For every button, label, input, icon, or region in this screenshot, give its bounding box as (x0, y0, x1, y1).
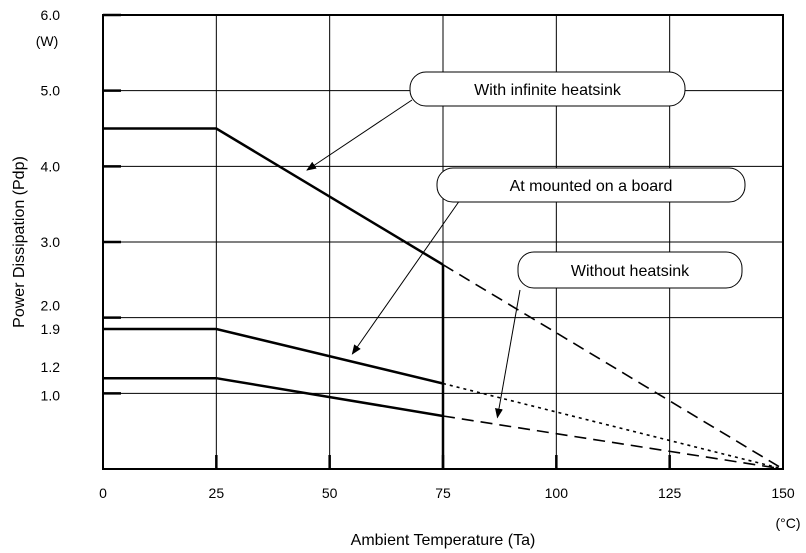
series-line-derated (442, 382, 784, 470)
callout-label: With infinite heatsink (474, 82, 622, 99)
y-tick-label: 4.0 (41, 158, 61, 174)
annotations: With infinite heatsink At mounted on a bo… (306, 71, 746, 419)
y-tick-label: 1.2 (41, 359, 61, 375)
callout-box (517, 251, 743, 289)
series-lines (103, 127, 784, 470)
y-tick-label: 1.9 (41, 321, 61, 337)
tick-labels: 0 25 50 75 100 125 150 1.0 1.2 1.9 2.0 3.0 4.0 5.0 6.0 (41, 7, 795, 501)
series-line-solid (103, 376, 444, 418)
x-tick-label: 50 (322, 485, 338, 501)
x-axis-title: Ambient Temperature (Ta) (351, 532, 536, 549)
x-axis-unit: (°C) (775, 515, 800, 531)
x-tick-label: 125 (658, 485, 682, 501)
x-tick-label: 75 (435, 485, 451, 501)
callout-arrow (306, 99, 413, 171)
y-axis-title: Power Dissipation (Pdp) (11, 156, 28, 328)
y-tick-label: 5.0 (41, 83, 61, 99)
y-tick-label: 3.0 (41, 234, 61, 250)
callout-box (436, 167, 746, 203)
y-axis-unit: (W) (36, 33, 59, 49)
x-tick-label: 100 (545, 485, 569, 501)
series-line-solid (103, 127, 444, 266)
series-line-derated (442, 264, 784, 470)
series-line-solid (103, 327, 444, 385)
x-tick-label: 0 (99, 485, 107, 501)
y-tick-label: 6.0 (41, 7, 61, 23)
x-tick-label: 150 (771, 485, 795, 501)
series-line-derated (442, 415, 784, 470)
y-tick-label: 1.0 (41, 387, 61, 403)
callout-arrow (495, 289, 521, 419)
x-tick-label: 25 (209, 485, 225, 501)
callout-label: At mounted on a board (510, 178, 673, 195)
callout-label: Without heatsink (571, 263, 690, 280)
callout-arrow (351, 199, 461, 355)
callout-box (409, 71, 686, 107)
y-tick-label: 2.0 (41, 298, 61, 314)
